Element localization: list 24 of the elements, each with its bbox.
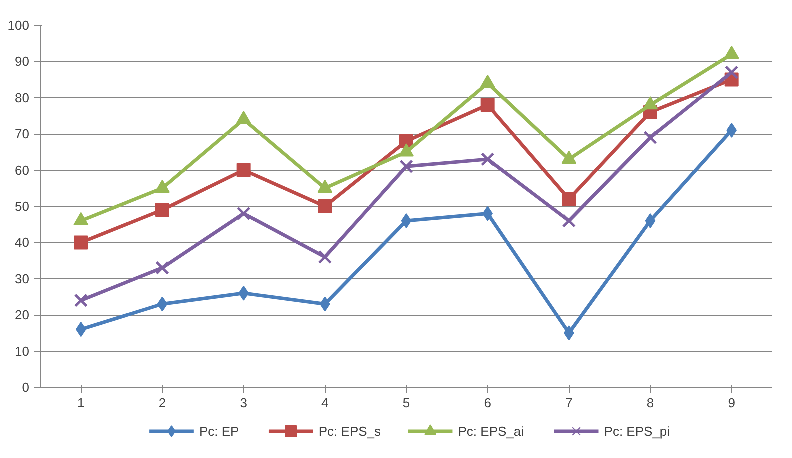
x-tick-label: 3 [240, 396, 248, 410]
y-tick-label: 0 [22, 380, 30, 395]
y-tick-label: 10 [15, 344, 30, 359]
y-tick-label: 50 [15, 199, 30, 214]
x-tick-label: 9 [728, 396, 736, 410]
x-tick-label: 2 [158, 396, 166, 410]
x-tick-label: 1 [78, 396, 85, 410]
y-tick-label: 100 [8, 18, 30, 33]
legend-label: Pc: EPS_ai [458, 424, 524, 439]
legend-label: Pc: EPS_pi [604, 424, 670, 439]
x-tick-label: 5 [402, 396, 410, 410]
y-tick-label: 70 [15, 126, 30, 142]
y-tick-label: 30 [15, 271, 30, 286]
x-tick-label: 8 [646, 396, 654, 410]
x-tick-label: 4 [322, 396, 329, 410]
legend-label: Pc: EP [199, 424, 240, 439]
y-tick-label: 80 [15, 90, 30, 106]
x-tick-label: 6 [484, 396, 492, 410]
y-tick-label: 20 [15, 308, 30, 323]
legend-label: Pc: EPS_s [318, 424, 382, 439]
x-tick-label: 7 [566, 396, 573, 410]
y-tick-label: 40 [15, 235, 30, 250]
y-tick-label: 90 [15, 54, 30, 70]
y-tick-label: 60 [15, 162, 30, 178]
